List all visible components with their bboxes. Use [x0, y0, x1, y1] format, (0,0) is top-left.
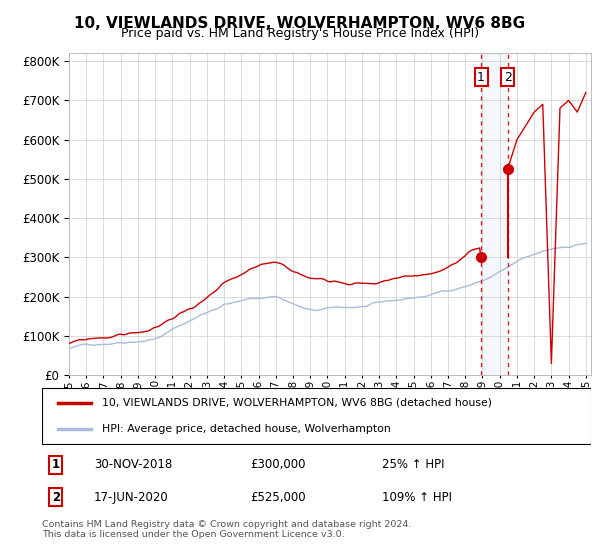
Text: 1: 1 — [477, 71, 485, 84]
FancyBboxPatch shape — [42, 388, 591, 444]
Text: 25% ↑ HPI: 25% ↑ HPI — [382, 459, 445, 472]
Bar — [481, 53, 508, 375]
Text: HPI: Average price, detached house, Wolverhampton: HPI: Average price, detached house, Wolv… — [103, 424, 391, 434]
Text: £525,000: £525,000 — [251, 491, 306, 503]
Text: 2: 2 — [52, 491, 60, 503]
Text: 1: 1 — [52, 459, 60, 472]
Text: 10, VIEWLANDS DRIVE, WOLVERHAMPTON, WV6 8BG (detached house): 10, VIEWLANDS DRIVE, WOLVERHAMPTON, WV6 … — [103, 398, 493, 408]
Text: 109% ↑ HPI: 109% ↑ HPI — [382, 491, 452, 503]
Text: 17-JUN-2020: 17-JUN-2020 — [94, 491, 169, 503]
Text: 30-NOV-2018: 30-NOV-2018 — [94, 459, 172, 472]
Text: 10, VIEWLANDS DRIVE, WOLVERHAMPTON, WV6 8BG: 10, VIEWLANDS DRIVE, WOLVERHAMPTON, WV6 … — [74, 16, 526, 31]
Text: Contains HM Land Registry data © Crown copyright and database right 2024.
This d: Contains HM Land Registry data © Crown c… — [42, 520, 412, 539]
Text: 2: 2 — [503, 71, 512, 84]
Text: Price paid vs. HM Land Registry's House Price Index (HPI): Price paid vs. HM Land Registry's House … — [121, 27, 479, 40]
Text: £300,000: £300,000 — [251, 459, 306, 472]
